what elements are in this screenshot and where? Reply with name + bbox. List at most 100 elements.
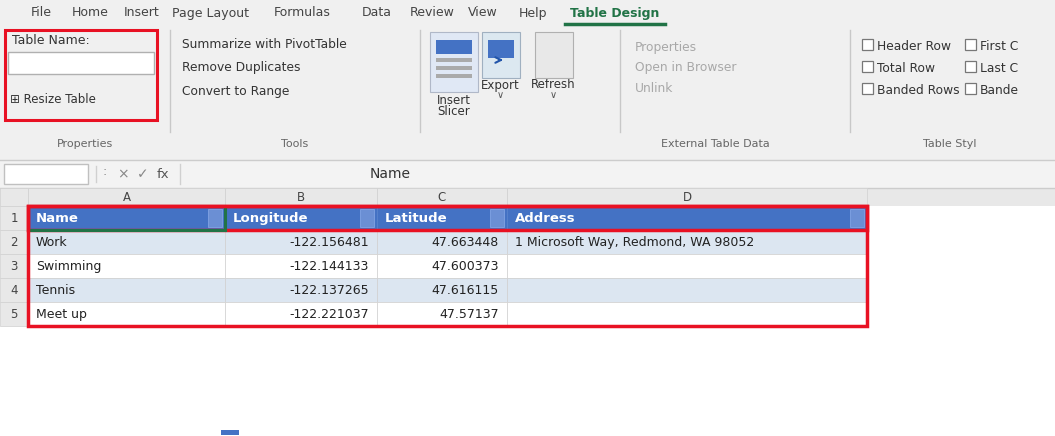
Bar (8, 52, 154, 74)
Bar (850, 209, 864, 227)
Bar (488, 40, 514, 58)
Bar (28, 302, 225, 326)
Text: -122.144133: -122.144133 (290, 259, 369, 272)
Text: First C: First C (980, 40, 1018, 52)
Bar (862, 61, 872, 72)
Bar (965, 39, 976, 50)
Bar (507, 254, 867, 278)
Text: A: A (122, 191, 131, 204)
Text: Table Styl: Table Styl (923, 139, 977, 149)
Text: Home: Home (72, 7, 109, 20)
Text: 4: 4 (11, 283, 18, 296)
Text: fx: fx (157, 167, 169, 181)
Text: Address: Address (515, 211, 576, 225)
Text: Tools: Tools (282, 139, 309, 149)
Bar (507, 188, 867, 206)
Text: B: B (296, 191, 305, 204)
Text: 47.616115: 47.616115 (431, 283, 499, 296)
Bar (0, 188, 28, 206)
Text: ▾: ▾ (78, 169, 82, 179)
Text: 47.600373: 47.600373 (431, 259, 499, 272)
Bar (225, 254, 377, 278)
Text: -122.137265: -122.137265 (289, 283, 369, 296)
Bar (225, 206, 377, 230)
Text: A1: A1 (12, 167, 28, 181)
Bar (436, 40, 472, 54)
Bar (208, 209, 222, 227)
Bar (225, 302, 377, 326)
Text: View: View (468, 7, 498, 20)
Text: ▾: ▾ (855, 213, 860, 223)
Text: TestData: TestData (13, 57, 71, 69)
Text: 1: 1 (11, 211, 18, 225)
Text: -122.221037: -122.221037 (289, 307, 369, 320)
Bar (436, 66, 472, 70)
Text: 47.663448: 47.663448 (431, 235, 499, 249)
Text: 5: 5 (11, 307, 18, 320)
Bar (28, 206, 225, 230)
Bar (965, 83, 976, 94)
Bar (5, 30, 157, 120)
Text: Convert to Range: Convert to Range (183, 85, 289, 98)
Text: 1 Microsoft Way, Redmond, WA 98052: 1 Microsoft Way, Redmond, WA 98052 (515, 235, 754, 249)
Bar (0, 0, 1055, 160)
Text: Table Design: Table Design (571, 7, 659, 20)
Bar (28, 230, 225, 254)
Bar (28, 188, 225, 206)
Text: 2: 2 (11, 235, 18, 249)
Text: ∨: ∨ (497, 90, 503, 100)
Bar (377, 302, 507, 326)
Bar (377, 230, 507, 254)
Text: Properties: Properties (635, 41, 697, 54)
Text: Bande: Bande (980, 84, 1019, 96)
Text: ✓: ✓ (863, 40, 872, 50)
Bar (507, 206, 867, 230)
Bar (507, 278, 867, 302)
Text: Help: Help (519, 7, 548, 20)
Text: Page Layout: Page Layout (173, 7, 249, 20)
Text: ✓: ✓ (137, 167, 149, 181)
Text: ✓: ✓ (863, 84, 872, 94)
Text: Swimming: Swimming (36, 259, 101, 272)
Bar (4, 164, 88, 184)
Bar (0, 302, 28, 326)
Bar (507, 302, 867, 326)
Bar (0, 188, 1055, 206)
Text: Open in Browser: Open in Browser (635, 61, 736, 75)
Text: Summarize with PivotTable: Summarize with PivotTable (183, 38, 347, 51)
Text: Insert: Insert (437, 93, 471, 106)
Text: C: C (438, 191, 446, 204)
Bar (0, 160, 1055, 188)
Bar (225, 230, 377, 254)
Bar (360, 209, 375, 227)
Text: Unlink: Unlink (635, 82, 673, 95)
Bar (28, 206, 225, 230)
Text: Tennis: Tennis (36, 283, 75, 296)
Text: Refresh: Refresh (531, 78, 575, 92)
Text: 3: 3 (11, 259, 18, 272)
Text: Latitude: Latitude (385, 211, 447, 225)
Bar (28, 278, 225, 302)
Text: Total Row: Total Row (877, 61, 935, 75)
Text: Work: Work (36, 235, 68, 249)
Text: 47.57137: 47.57137 (439, 307, 499, 320)
Text: Data: Data (362, 7, 392, 20)
Text: Last C: Last C (980, 61, 1018, 75)
Text: ⊞ Resize Table: ⊞ Resize Table (9, 92, 96, 106)
Bar (490, 209, 504, 227)
Text: ▾: ▾ (212, 213, 217, 223)
Text: D: D (683, 191, 692, 204)
Bar (225, 188, 377, 206)
Bar (220, 430, 239, 435)
Text: Remove Duplicates: Remove Duplicates (183, 61, 301, 75)
Bar (377, 278, 507, 302)
Text: File: File (31, 7, 52, 20)
Bar (28, 254, 225, 278)
Bar (0, 206, 28, 230)
Text: Header Row: Header Row (877, 40, 951, 52)
Text: ▾: ▾ (494, 213, 500, 223)
Text: Meet up: Meet up (36, 307, 87, 320)
Text: -122.156481: -122.156481 (289, 235, 369, 249)
Bar (535, 32, 573, 78)
Bar (436, 74, 472, 78)
